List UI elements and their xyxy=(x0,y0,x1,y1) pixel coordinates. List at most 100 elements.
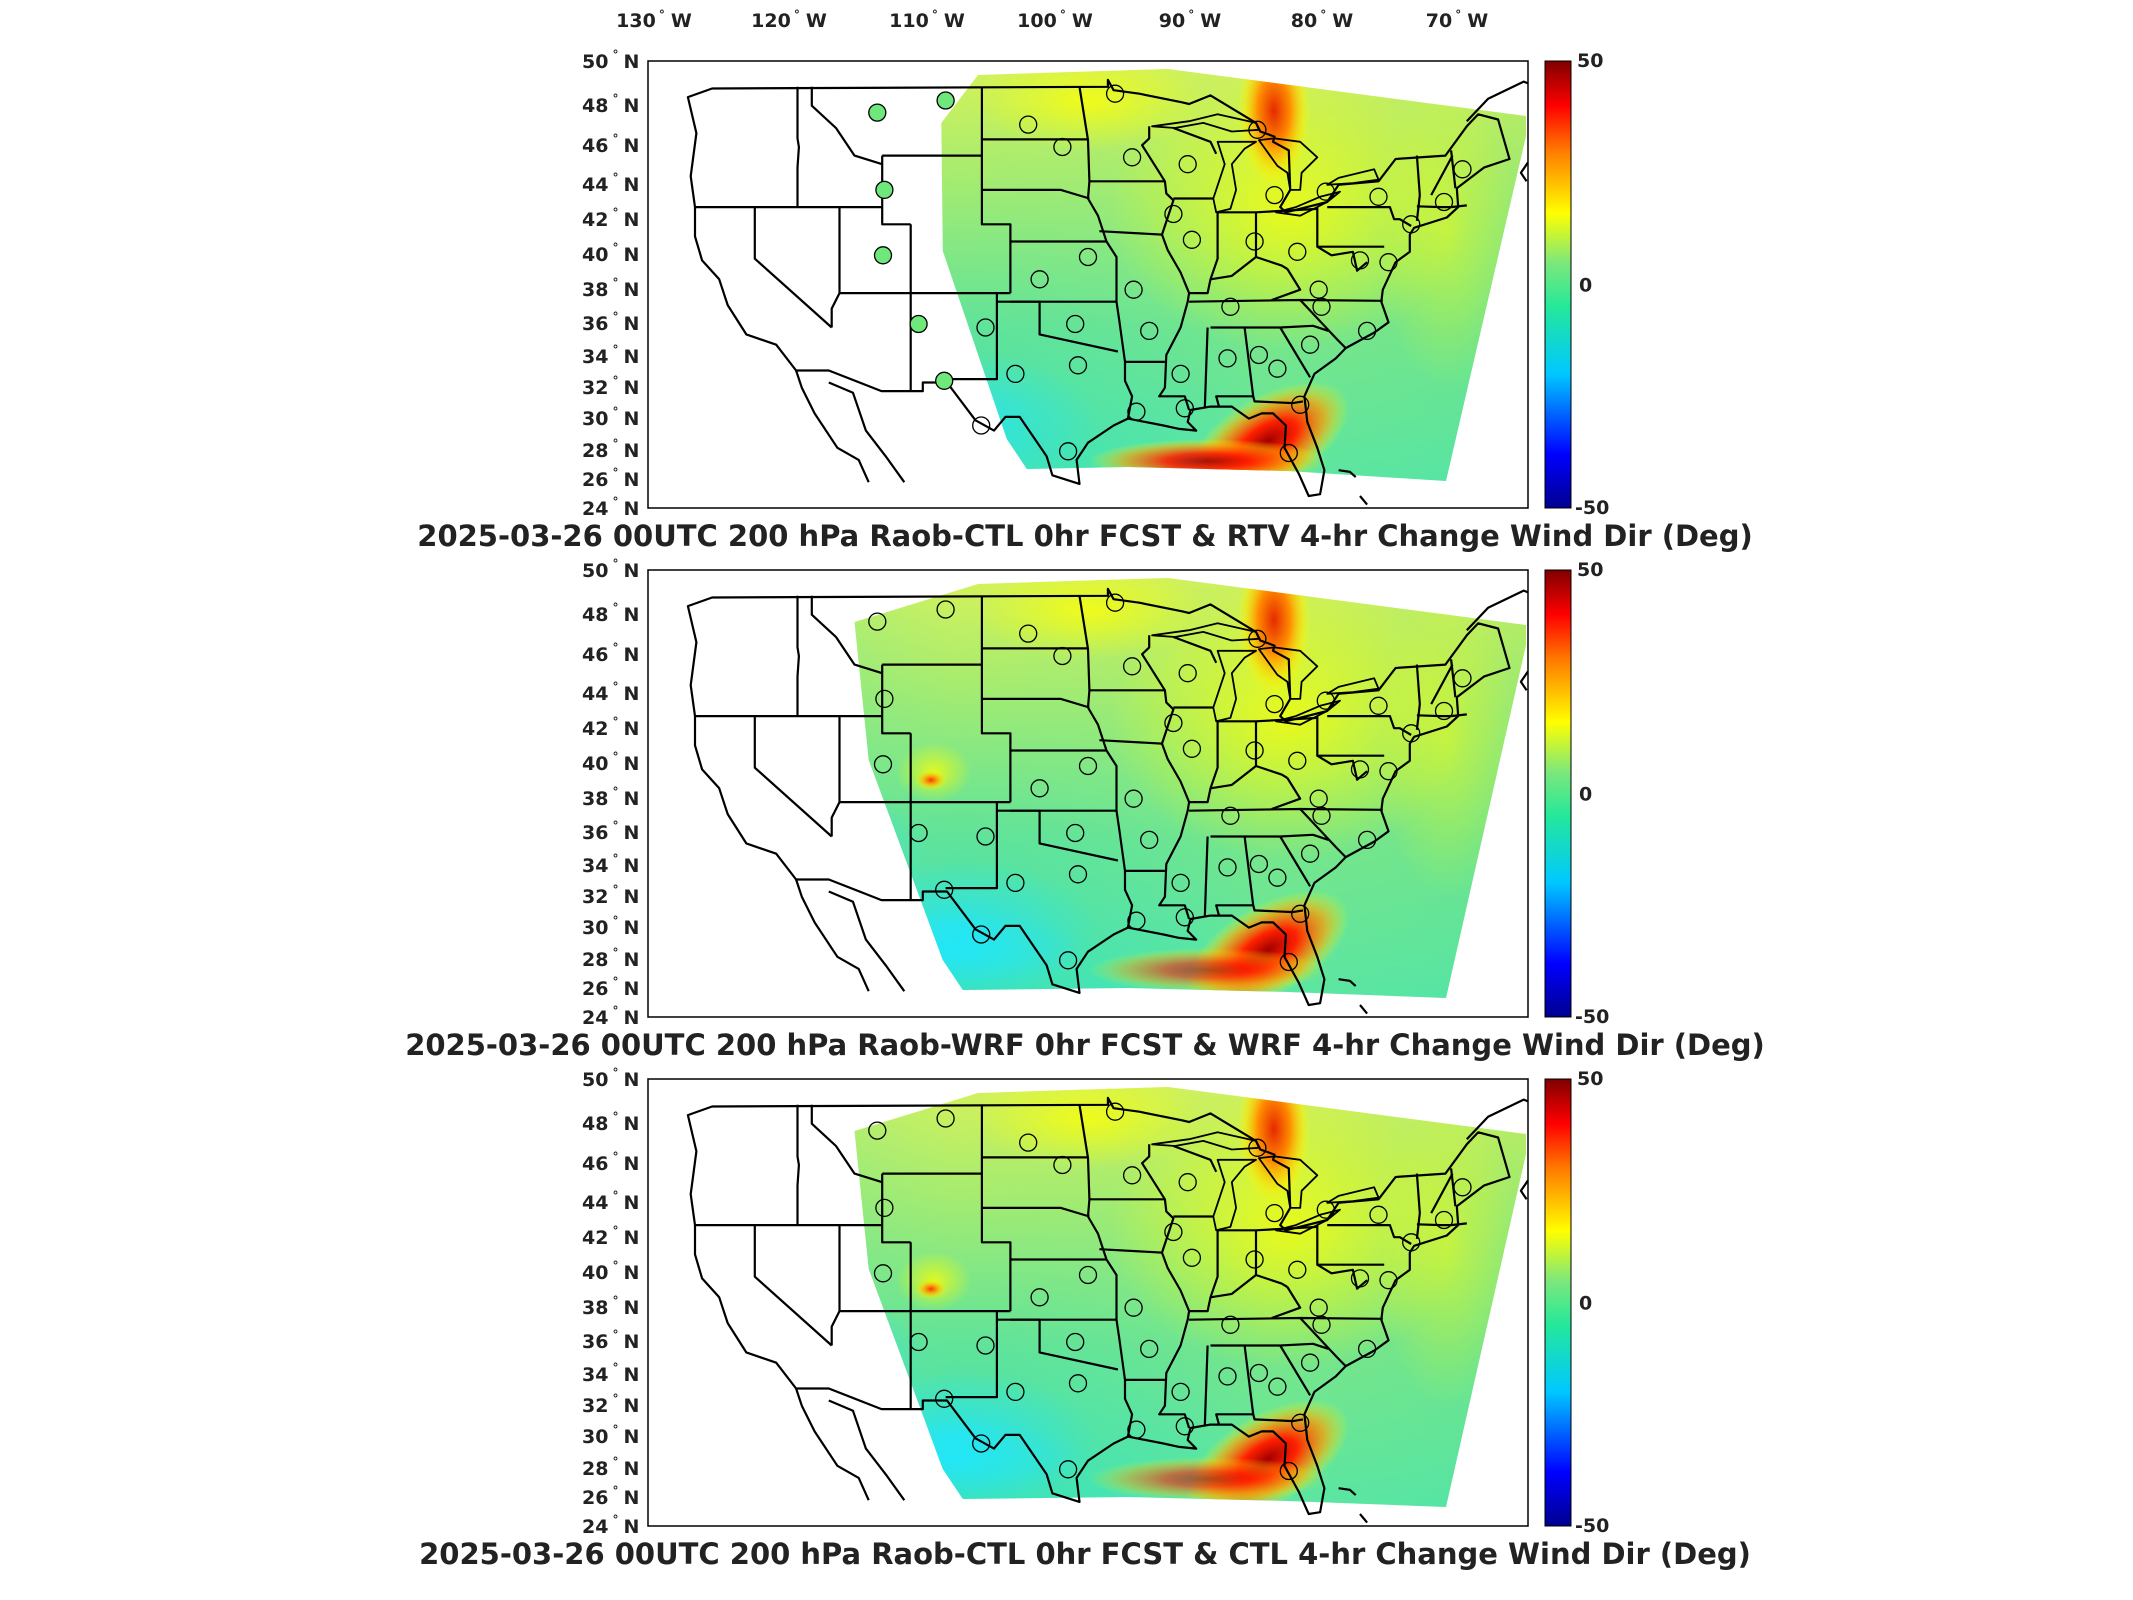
state-line xyxy=(1215,836,1255,916)
raob-station-marker xyxy=(1248,629,1267,648)
raob-station-marker xyxy=(1171,873,1190,893)
raob-station-marker xyxy=(972,1434,991,1453)
nova-scotia xyxy=(1519,670,1528,691)
raob-station-marker xyxy=(1291,904,1310,923)
raob-station-marker xyxy=(1078,1265,1098,1285)
raob-station-marker xyxy=(1127,1420,1146,1439)
longitude-label: 100 ° W xyxy=(1017,8,1093,32)
raob-station-marker xyxy=(1019,1133,1038,1152)
latitude-label: 40 ° N xyxy=(582,241,639,266)
us-outline xyxy=(686,587,1511,1007)
raob-station-marker xyxy=(868,103,887,122)
nova-scotia xyxy=(1519,161,1528,182)
raob-station-marker xyxy=(1171,364,1190,384)
raob-station-marker xyxy=(1019,115,1038,134)
state-line xyxy=(810,1104,883,1184)
raob-station-marker xyxy=(1221,297,1240,316)
raob-station-marker xyxy=(1122,1166,1142,1185)
state-line xyxy=(1141,126,1191,411)
raob-station-marker xyxy=(1122,148,1142,167)
state-line xyxy=(1279,835,1312,887)
raob-station-marker xyxy=(1178,1173,1197,1192)
raob-station-marker xyxy=(1279,1461,1298,1481)
state-line xyxy=(1141,635,1191,920)
lake-outline xyxy=(1326,1186,1380,1204)
latitude-label: 46 ° N xyxy=(582,1150,639,1175)
state-line xyxy=(1450,659,1457,698)
raob-station-marker xyxy=(1105,84,1125,103)
lake-outline xyxy=(1275,190,1341,217)
raob-station-marker xyxy=(1124,1298,1143,1317)
raob-station-marker xyxy=(875,1198,894,1218)
raob-station-marker xyxy=(1291,1413,1310,1432)
raob-station-marker xyxy=(1265,1203,1284,1223)
raob-station-marker xyxy=(1140,1339,1159,1359)
island xyxy=(1359,1004,1368,1015)
state-line xyxy=(1299,299,1347,349)
warm-region xyxy=(968,1087,1208,1169)
raob-station-marker xyxy=(1369,1205,1388,1224)
latitude-label: 26 ° N xyxy=(582,975,639,1000)
state-line xyxy=(810,595,883,675)
raob-station-marker xyxy=(1058,951,1078,970)
raob-station-marker xyxy=(1245,741,1264,760)
raob-station-marker xyxy=(1316,1200,1335,1219)
state-line xyxy=(1254,212,1288,270)
raob-station-marker xyxy=(1053,1155,1072,1175)
colorbar-max-label: 50 xyxy=(1577,559,1603,581)
raob-station-marker xyxy=(909,314,928,334)
latitude-label: 40 ° N xyxy=(582,1259,639,1284)
raob-station-marker xyxy=(1164,713,1183,733)
raob-station-marker xyxy=(1221,1315,1240,1334)
state-line xyxy=(1416,204,1467,209)
state-line xyxy=(981,697,1090,709)
raob-station-marker xyxy=(1105,593,1125,612)
mexico-coast xyxy=(828,381,906,483)
state-line xyxy=(1255,716,1318,723)
state-line xyxy=(830,1225,841,1346)
latitude-label: 32 ° N xyxy=(582,1392,639,1417)
raob-station-marker xyxy=(1291,395,1310,414)
latitude-label: 34 ° N xyxy=(582,343,639,368)
raob-station-marker xyxy=(1249,345,1269,365)
state-line xyxy=(1099,1248,1163,1254)
colorbar-mid-label: 0 xyxy=(1579,784,1592,806)
colorbar: 50 0 -50 xyxy=(1544,559,1609,1028)
state-line xyxy=(830,716,841,837)
map-panel-3: 50 ° N 48 ° N 46 ° N 44 ° N 42 ° N 40 ° N 38 ° N 36 ° N 34 ° N 32 ° N… xyxy=(419,1066,1751,1571)
state-line xyxy=(1280,833,1329,841)
colorbar-min-label: -50 xyxy=(1575,1006,1609,1028)
warm-region xyxy=(968,578,1208,660)
panel-title: 2025-03-26 00UTC 200 hPa Raob-CTL 0hr FC… xyxy=(419,1537,1751,1571)
state-line xyxy=(1215,327,1255,407)
raob-station-marker xyxy=(1402,724,1421,743)
latitude-label: 28 ° N xyxy=(582,1455,639,1480)
latitude-label: 50 ° N xyxy=(582,48,639,73)
raob-station-marker xyxy=(868,612,887,631)
raob-station-marker xyxy=(1068,865,1088,884)
colorbar: 50 0 -50 xyxy=(1544,1068,1609,1537)
raob-station-marker xyxy=(1053,646,1072,666)
state-line xyxy=(1271,777,1302,811)
state-boundaries xyxy=(686,1096,1528,1524)
raob-station-marker xyxy=(868,1121,887,1140)
state-line xyxy=(1279,1344,1312,1396)
raob-station-marker xyxy=(873,246,893,265)
raob-station-marker xyxy=(1288,751,1307,770)
raob-station-marker xyxy=(1379,762,1398,781)
island xyxy=(1338,978,1357,987)
raob-station-marker xyxy=(1279,952,1298,972)
raob-station-marker xyxy=(1006,364,1025,384)
state-line xyxy=(753,207,833,329)
state-line xyxy=(1271,268,1302,302)
raob-station-marker xyxy=(1078,756,1098,776)
raob-station-marker xyxy=(1006,873,1025,893)
raob-station-marker xyxy=(1312,297,1331,316)
nova-scotia xyxy=(1519,1179,1528,1200)
raob-station-marker xyxy=(1249,1363,1269,1383)
latitude-label: 46 ° N xyxy=(582,641,639,666)
raob-station-marker xyxy=(936,91,955,110)
raob-station-marker xyxy=(972,416,991,435)
longitude-label: 90 ° W xyxy=(1159,8,1221,32)
raob-station-marker xyxy=(1068,1374,1088,1393)
